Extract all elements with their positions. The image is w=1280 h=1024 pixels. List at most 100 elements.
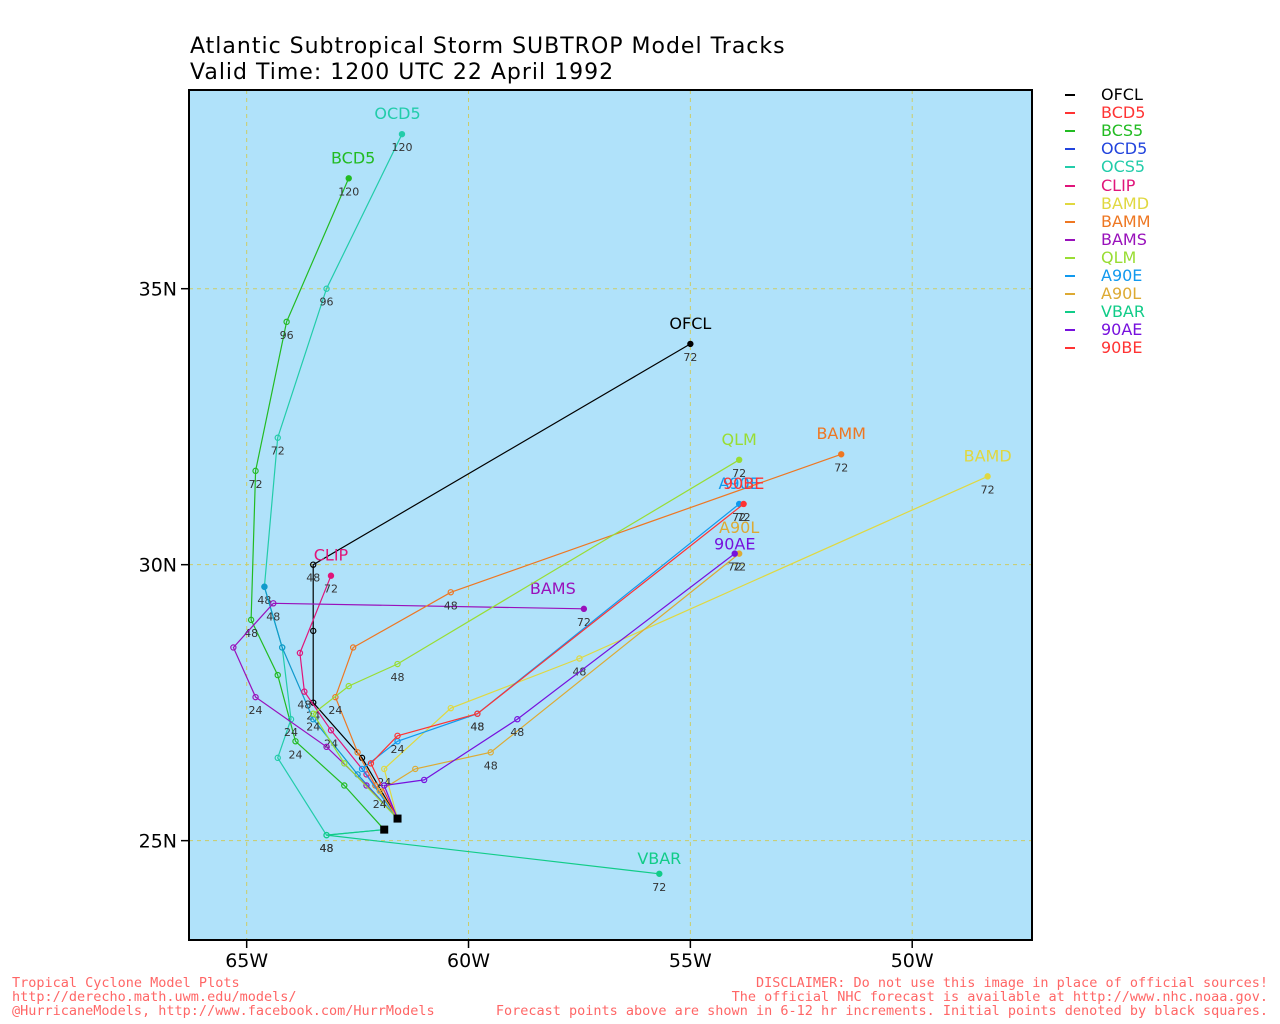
footer-url-line: http://derecho.math.uwm.edu/models/	[12, 989, 297, 1005]
legend-swatch	[1065, 256, 1075, 259]
track-point-bcs5	[292, 738, 299, 745]
legend: OFCL BCD5 BCS5 OCD5 OCS5 CLIP BAMD BAMM BAMS QLM A…	[1065, 86, 1151, 357]
forecast-hour-label: 72	[737, 511, 751, 524]
legend-item-qlm: QLM	[1065, 247, 1151, 267]
track-point-bamm	[447, 589, 454, 596]
legend-item-a90l: A90L	[1065, 285, 1151, 303]
legend-label: 90AE	[1101, 320, 1143, 340]
forecast-hour-label: 24	[249, 704, 263, 717]
track-point-90be	[474, 710, 481, 717]
track-a90e	[361, 503, 740, 819]
track-label-ofcl: OFCL	[669, 314, 711, 333]
legend-label: BAMS	[1101, 229, 1147, 249]
legend-swatch	[1065, 184, 1075, 187]
legend-swatch	[1065, 112, 1075, 115]
track-point-clip	[301, 688, 308, 695]
note-line: Forecast points above are shown in 6-12 …	[495, 1003, 1268, 1019]
forecast-hour-label: 72	[732, 511, 746, 524]
track-point-bcs5	[341, 782, 348, 789]
forecast-hour-label: 72	[652, 881, 666, 894]
track-point-a90e	[358, 765, 366, 773]
forecast-hour-label: 24	[306, 721, 320, 734]
initial-point-marker	[380, 825, 389, 834]
forecast-hour-label: 48	[297, 699, 311, 712]
track-point-90be	[367, 760, 375, 767]
initial-point-marker	[393, 814, 402, 823]
footer-social-line: @HurricaneModels, http://www.facebook.co…	[12, 1003, 435, 1019]
track-a90l	[378, 553, 740, 819]
legend-item-a90e: A90E	[1065, 266, 1151, 285]
track-point-ofcl	[310, 627, 317, 635]
track-point-ofcl	[687, 340, 694, 348]
track-label-90be: 90BE	[723, 474, 764, 493]
track-point-bamd	[381, 765, 388, 773]
track-point-bcs5	[274, 671, 281, 679]
track-point-90ae	[420, 776, 428, 784]
track-point-ocs5	[274, 434, 281, 441]
legend-swatch	[1065, 148, 1075, 151]
track-point-a90l	[412, 765, 419, 773]
forecast-hour-label: 72	[683, 351, 697, 364]
track-point-bams	[230, 644, 237, 651]
track-point-bamd	[447, 704, 454, 712]
track-point-ocs5	[398, 130, 406, 138]
legend-swatch	[1065, 293, 1075, 296]
forecast-hour-label: 24	[284, 726, 298, 739]
track-vbar	[326, 829, 660, 875]
forecast-hour-label: 72	[732, 467, 746, 480]
track-point-bcs5	[283, 318, 290, 326]
legend-item-ocd5: OCD5	[1065, 140, 1151, 158]
track-point-bamd	[984, 473, 991, 480]
track-label-vbar: VBAR	[637, 849, 681, 868]
track-point-bams	[270, 600, 277, 607]
legend-label: BAMM	[1101, 211, 1151, 231]
footer-credit-line: Tropical Cyclone Model Plots	[12, 975, 240, 991]
legend-label: OCD5	[1101, 139, 1148, 159]
forecast-hour-label: 120	[338, 185, 359, 198]
legend-swatch	[1065, 238, 1075, 241]
legend-label: OCS5	[1101, 157, 1146, 177]
nhc-line: The official NHC forecast is available a…	[731, 989, 1268, 1005]
legend-label: OFCL	[1101, 85, 1143, 105]
track-qlm	[312, 459, 740, 820]
track-point-bams	[252, 693, 259, 701]
track-label-clip: CLIP	[314, 546, 349, 565]
tick-label-lat: 35N	[139, 279, 177, 301]
legend-swatch	[1065, 130, 1075, 133]
legend-swatch	[1065, 202, 1075, 205]
forecast-hour-label: 48	[444, 599, 458, 612]
forecast-hour-label: 48	[510, 726, 524, 739]
track-label-ocs5: OCD5	[374, 104, 420, 123]
track-label-a90l: A90L	[719, 518, 759, 537]
forecast-hour-label: 24	[288, 748, 302, 761]
legend-item-90be: 90BE	[1065, 339, 1151, 357]
forecast-hour-label: 48	[470, 721, 484, 734]
track-point-clip	[327, 727, 335, 734]
track-label-qlm: QLM	[722, 430, 757, 449]
forecast-hour-label: 72	[249, 478, 263, 491]
legend-item-90ae: 90AE	[1065, 321, 1151, 339]
track-point-qlm	[345, 682, 352, 690]
track-point-ocd5	[261, 583, 268, 590]
track-point-a90l	[376, 787, 383, 795]
track-point-bams	[580, 605, 588, 613]
track-point-ocd5	[278, 644, 286, 651]
track-label-bamd: BAMD	[964, 446, 1012, 465]
forecast-hour-label: 48	[244, 627, 258, 640]
forecast-hour-label: 24	[373, 798, 387, 811]
track-point-qlm	[394, 660, 401, 668]
track-point-ocs5	[323, 285, 330, 292]
legend-label: QLM	[1101, 247, 1137, 267]
track-point-bamm	[838, 451, 845, 458]
track-point-qlm	[341, 760, 348, 767]
forecast-hour-label: 48	[320, 842, 334, 855]
legend-item-bcd5: BCD5	[1065, 104, 1151, 122]
map-title: Atlantic Subtropical Storm SUBTROP Model…	[190, 34, 786, 59]
track-point-bamm	[332, 693, 339, 701]
legend-label: BCS5	[1101, 121, 1144, 141]
tick-label-lon: 50W	[891, 950, 934, 972]
track-point-90ae	[514, 716, 521, 723]
track-point-bams	[323, 743, 330, 751]
forecast-hour-label: 96	[280, 329, 294, 342]
